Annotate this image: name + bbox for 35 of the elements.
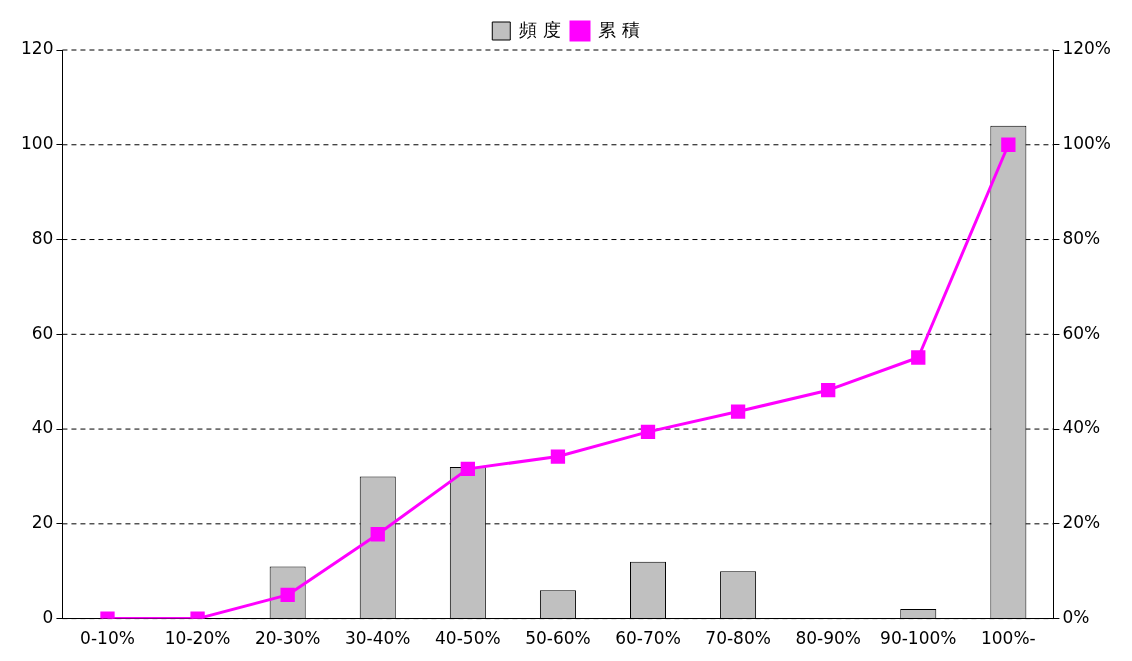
point bbox=[911, 350, 926, 365]
y-tick-label: 20 bbox=[31, 512, 54, 533]
x-tick-label: 80-90% bbox=[795, 628, 861, 649]
point bbox=[640, 424, 656, 440]
x-tick-label: 60-70% bbox=[615, 628, 681, 649]
point bbox=[730, 404, 746, 419]
x-tick-label: 100%- bbox=[980, 628, 1036, 649]
x-tick-label: 10-20% bbox=[164, 628, 231, 649]
legend-label: 頻 度 bbox=[519, 18, 562, 40]
x-tick-label: 50-60% bbox=[525, 628, 591, 649]
x-tick-label: 20-30% bbox=[254, 628, 321, 649]
x-tick-label: 70-80% bbox=[705, 628, 771, 649]
point bbox=[1001, 137, 1016, 152]
x-tick-label: 0-10% bbox=[80, 628, 135, 649]
y2-tick-label: 60% bbox=[1062, 322, 1101, 343]
y-tick-label: 60 bbox=[31, 322, 54, 343]
y-tick-label: 40 bbox=[31, 417, 54, 438]
point bbox=[460, 461, 475, 477]
y2-tick-label: 40% bbox=[1062, 417, 1101, 438]
y-tick-label: 0 bbox=[42, 607, 54, 628]
x-tick-label: 90-100% bbox=[880, 628, 957, 649]
point bbox=[550, 449, 566, 464]
x-tick-label: 30-40% bbox=[344, 628, 411, 649]
x-tick-label: 40-50% bbox=[435, 628, 501, 649]
y2-tick-label: 0% bbox=[1062, 607, 1090, 628]
point bbox=[370, 527, 385, 542]
y2-tick-label: 100% bbox=[1062, 133, 1112, 154]
y-tick-label: 80 bbox=[31, 227, 54, 248]
y-tick-label: 120 bbox=[20, 38, 54, 59]
legend-label: 累 積 bbox=[598, 18, 640, 40]
y2-tick-label: 120% bbox=[1062, 38, 1112, 59]
point bbox=[821, 383, 836, 398]
y2-tick-label: 20% bbox=[1062, 512, 1101, 533]
y2-tick-label: 80% bbox=[1062, 227, 1101, 248]
y-tick-label: 100 bbox=[20, 133, 54, 154]
